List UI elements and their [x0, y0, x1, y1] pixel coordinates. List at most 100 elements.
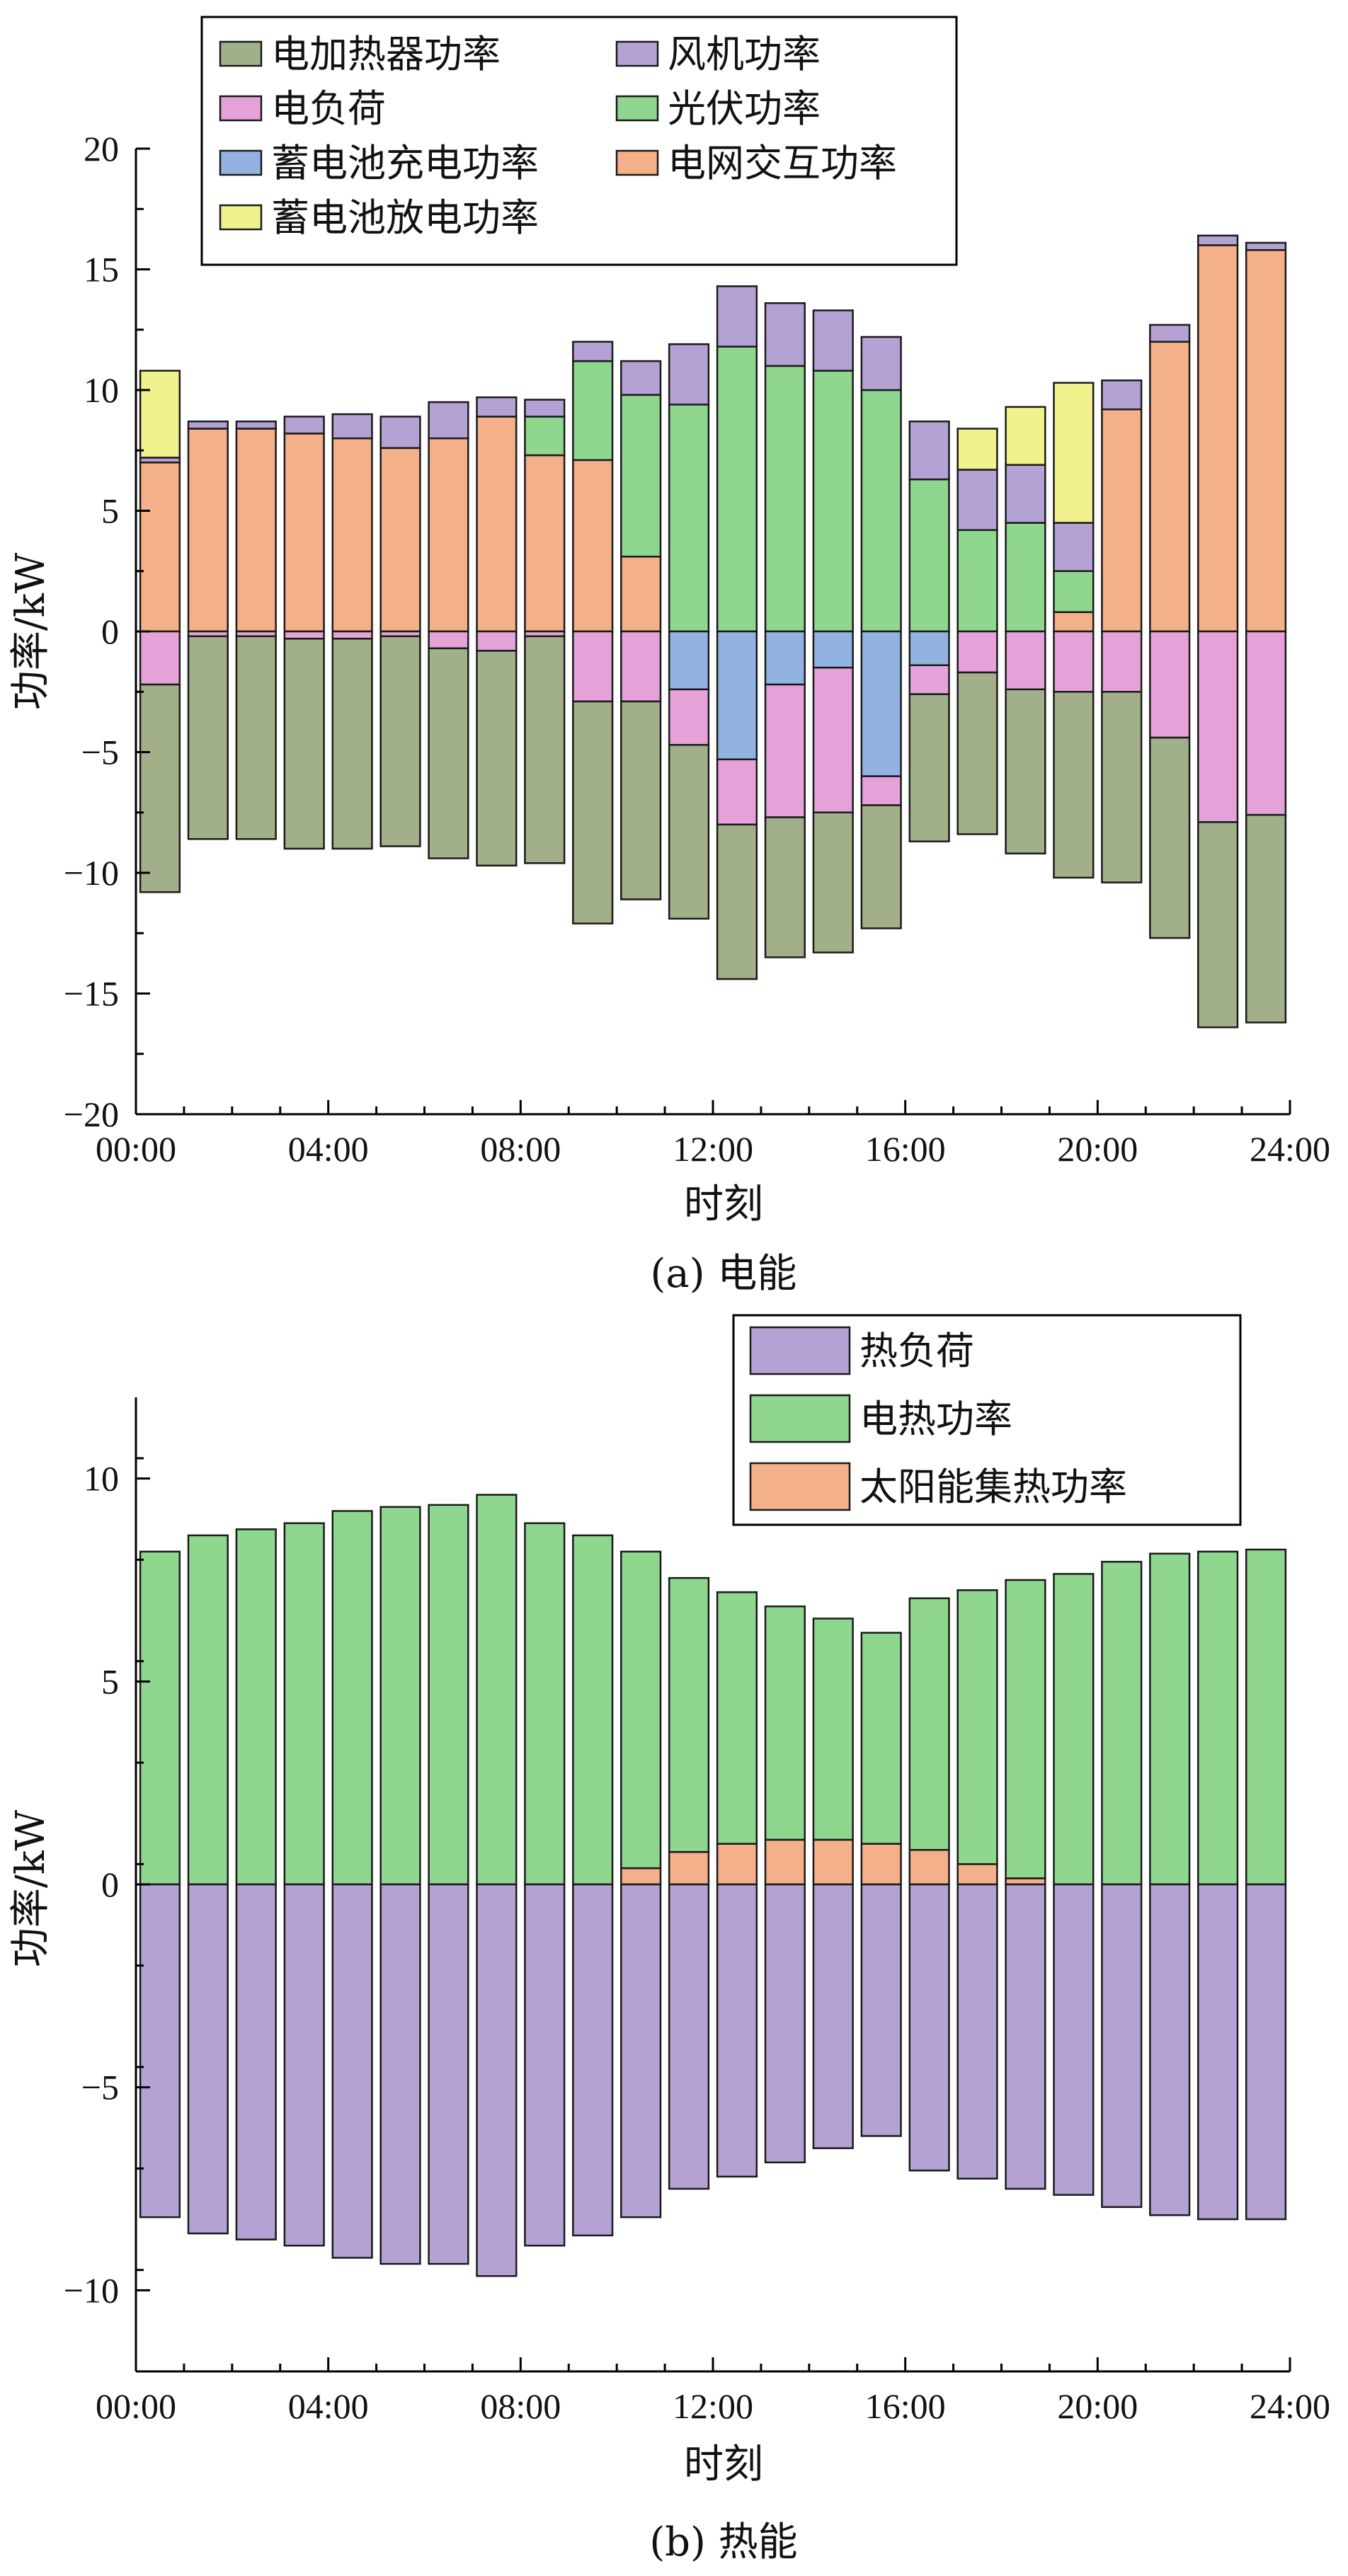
electric-bar-风机功率-15 [860, 336, 902, 391]
electric-y-tick-label: 15 [84, 250, 119, 290]
electric-bar-电网交互功率-22 [1197, 244, 1239, 633]
chart-electric-power: −20 −15 −10 −5 0 5 10 15 20 00:00 04:00 08:00 12:00 1… [8, 16, 1330, 1297]
thermal-bar-热负荷-21 [1149, 1883, 1191, 2216]
electric-bar-电网交互功率-3 [283, 433, 325, 633]
electric-bar-蓄电池充电功率-16 [908, 630, 950, 666]
electric-bar-电加热器功率-0 [139, 683, 181, 893]
electric-legend-frame [200, 16, 958, 266]
thermal-y-tick-label: 10 [84, 1459, 119, 1499]
electric-y-tick-label: 0 [101, 612, 119, 651]
thermal-bar-热负荷-0 [139, 1883, 181, 2219]
thermal-bar-电热功率-8 [524, 1522, 566, 1886]
thermal-bar-电热功率-12 [716, 1591, 758, 1845]
thermal-x-tick-label: 08:00 [480, 2386, 561, 2426]
electric-bar-风机功率-22 [1197, 234, 1239, 246]
electric-bar-电负荷-15 [860, 775, 902, 806]
thermal-bar-热负荷-2 [235, 1883, 277, 2240]
electric-bar-电加热器功率-4 [331, 637, 373, 850]
electric-legend-label-电加热器功率: 电加热器功率 [271, 32, 501, 76]
thermal-bar-太阳能集热功率-18 [1005, 1877, 1046, 1886]
thermal-bar-电热功率-9 [572, 1534, 614, 1886]
electric-y-tick-label: −20 [64, 1094, 119, 1134]
electric-y-tick-label: 10 [84, 370, 119, 410]
thermal-bar-热负荷-17 [956, 1883, 998, 2180]
electric-bar-电网交互功率-0 [139, 462, 181, 633]
thermal-bar-太阳能集热功率-14 [812, 1838, 854, 1886]
electric-bar-蓄电池放电功率-0 [139, 370, 181, 459]
electric-bar-电负荷-17 [956, 630, 998, 674]
thermal-bar-电热功率-2 [235, 1528, 277, 1886]
electric-bar-电负荷-0 [139, 630, 181, 686]
electric-bar-光伏功率-11 [668, 403, 710, 633]
electric-bar-电网交互功率-21 [1149, 340, 1191, 633]
thermal-bars [139, 1494, 1287, 2277]
thermal-bar-热负荷-9 [572, 1883, 614, 2237]
electric-bar-电加热器功率-13 [764, 816, 806, 958]
electric-bar-风机功率-19 [1053, 522, 1095, 572]
electric-bar-电加热器功率-8 [524, 635, 566, 864]
electric-bar-光伏功率-15 [860, 389, 902, 633]
thermal-bar-热负荷-4 [331, 1883, 373, 2259]
thermal-x-axis-title: 时刻 [684, 2442, 763, 2488]
electric-bar-电网交互功率-8 [524, 454, 566, 633]
electric-x-tick-label: 20:00 [1057, 1129, 1138, 1169]
electric-legend-label-风机功率: 风机功率 [668, 32, 821, 76]
thermal-bar-电热功率-13 [764, 1605, 806, 1841]
thermal-bar-电热功率-19 [1053, 1573, 1095, 1886]
thermal-legend-label-电热功率: 电热功率 [859, 1397, 1012, 1441]
electric-bar-电负荷-14 [812, 666, 854, 814]
thermal-bar-电热功率-6 [428, 1504, 469, 1886]
electric-bar-风机功率-14 [812, 309, 854, 372]
electric-bar-风机功率-4 [331, 413, 373, 440]
electric-bar-风机功率-23 [1245, 241, 1287, 251]
thermal-legend-label-太阳能集热功率: 太阳能集热功率 [859, 1465, 1127, 1509]
electric-bar-电负荷-4 [331, 630, 373, 640]
electric-legend-swatch-风机功率 [615, 40, 659, 67]
thermal-bar-热负荷-16 [908, 1883, 950, 2172]
electric-bar-电网交互功率-2 [235, 428, 277, 633]
electric-bar-光伏功率-17 [956, 529, 998, 633]
electric-bar-电网交互功率-23 [1245, 248, 1287, 633]
electric-bar-电加热器功率-1 [187, 635, 229, 840]
thermal-bar-热负荷-13 [764, 1883, 806, 2163]
electric-y-axis-title: 功率/kW [8, 552, 54, 710]
thermal-bar-电热功率-15 [860, 1632, 902, 1845]
electric-bar-电加热器功率-3 [283, 637, 325, 850]
electric-bars [139, 234, 1287, 1029]
electric-bar-光伏功率-19 [1053, 570, 1095, 613]
electric-bar-电负荷-7 [476, 630, 518, 652]
electric-x-tick-label: 12:00 [673, 1129, 753, 1169]
electric-bar-电加热器功率-18 [1005, 688, 1046, 854]
thermal-bar-热负荷-3 [283, 1883, 325, 2247]
electric-x-tick-label: 16:00 [865, 1129, 946, 1169]
electric-bar-光伏功率-12 [716, 345, 758, 633]
electric-bar-电负荷-6 [428, 630, 469, 650]
thermal-bar-太阳能集热功率-11 [668, 1850, 710, 1886]
electric-bar-蓄电池充电功率-12 [716, 630, 758, 760]
electric-bar-蓄电池充电功率-15 [860, 630, 902, 777]
electric-bar-电加热器功率-15 [860, 804, 902, 929]
electric-bar-蓄电池充电功率-13 [764, 630, 806, 686]
thermal-bar-热负荷-18 [1005, 1883, 1046, 2190]
electric-legend-swatch-电网交互功率 [615, 149, 659, 176]
electric-bar-风机功率-2 [235, 420, 277, 430]
electric-bar-电加热器功率-21 [1149, 736, 1191, 939]
electric-bar-风机功率-8 [524, 399, 566, 418]
thermal-bar-电热功率-23 [1245, 1548, 1287, 1886]
thermal-bar-太阳能集热功率-12 [716, 1843, 758, 1886]
electric-y-tick-label: 5 [101, 491, 119, 531]
electric-legend-swatch-电加热器功率 [219, 40, 263, 67]
electric-bar-电加热器功率-22 [1197, 821, 1239, 1029]
electric-bar-光伏功率-9 [572, 360, 614, 462]
electric-bar-风机功率-17 [956, 469, 998, 532]
electric-bar-蓄电池放电功率-19 [1053, 382, 1095, 524]
thermal-y-tick-label: 0 [101, 1865, 119, 1904]
electric-bar-蓄电池充电功率-11 [668, 630, 710, 691]
thermal-bar-电热功率-3 [283, 1522, 325, 1886]
electric-bar-电负荷-23 [1245, 630, 1287, 816]
electric-bar-电负荷-12 [716, 758, 758, 826]
electric-bar-电网交互功率-9 [572, 459, 614, 633]
